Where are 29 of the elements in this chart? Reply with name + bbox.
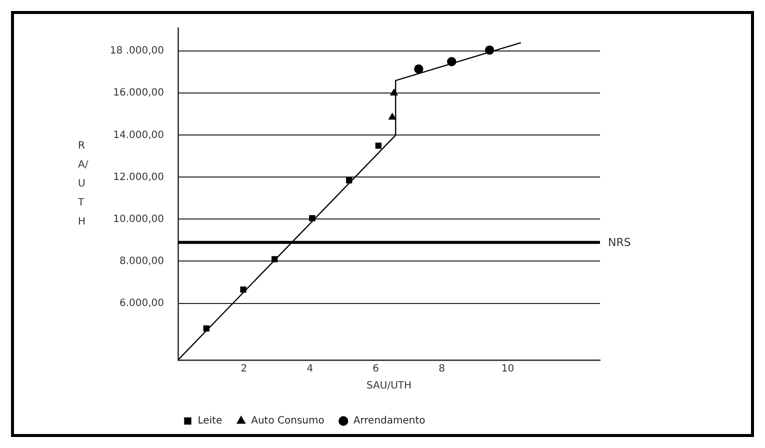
point (388, 113, 396, 120)
point (240, 286, 246, 293)
point (272, 256, 278, 262)
legend-label: Arrendamento (353, 416, 426, 427)
point (390, 89, 398, 96)
x-tick-label: 2 (240, 364, 248, 375)
point (447, 57, 456, 66)
y-tick-label: 10.000,00 (113, 214, 164, 225)
legend-label: Leite (198, 416, 222, 427)
y-tick-label: 8.000,00 (119, 256, 164, 267)
point (203, 325, 210, 332)
x-tick-label: 8 (438, 364, 445, 375)
y-tick-label: 16.000,00 (113, 88, 164, 99)
x-tick-label: 4 (306, 364, 314, 375)
x-tick-label: 6 (372, 364, 379, 375)
point (414, 64, 424, 74)
y-tick-label: 12.000,00 (113, 172, 164, 183)
y-tick-label: 14.000,00 (113, 130, 164, 141)
point (346, 177, 352, 184)
y-tick-label: 18 .000,00 (110, 46, 164, 57)
x-tick-label: 10 (501, 364, 514, 375)
y-tick-label: 6.000,00 (119, 298, 164, 309)
y-axis-title: RA/UTH (77, 140, 89, 228)
x-axis-title: SAU/UTH (366, 380, 412, 392)
ref-line-label: NRS (608, 236, 631, 250)
legend-label: Auto Consumo (251, 416, 324, 427)
point (484, 45, 494, 55)
point (309, 215, 316, 222)
point (375, 142, 382, 149)
